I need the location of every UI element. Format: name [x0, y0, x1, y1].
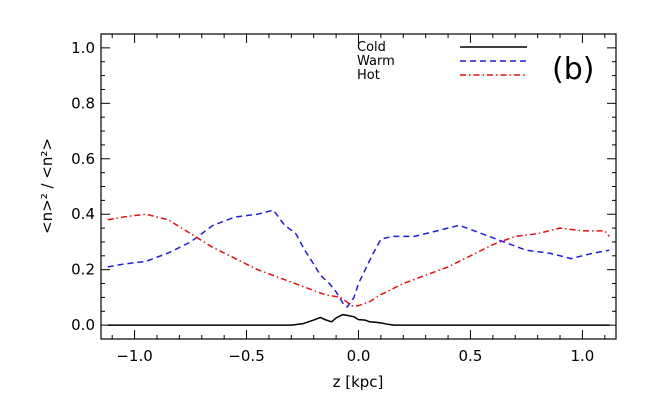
- y-tick-label: 1.0: [71, 39, 95, 57]
- series-cold-line: [107, 313, 610, 326]
- y-axis-label: <n>² / <n²>: [38, 138, 56, 234]
- x-tick-label: 0.5: [459, 347, 483, 365]
- axis-ticks: −1.0 −0.5 0.0 0.5 1.0 0.0 0.2 0.4 0.6 0.8 1.0: [71, 34, 616, 365]
- y-tick-label: 0.4: [71, 205, 95, 223]
- y-tick-label: 0.2: [71, 261, 95, 279]
- legend-label-hot: Hot: [357, 68, 380, 83]
- panel-label: (b): [552, 52, 594, 87]
- y-tick-label: 0.6: [71, 150, 95, 168]
- x-tick-label: −0.5: [228, 347, 264, 365]
- series-layer: [107, 209, 610, 326]
- legend-label-cold: Cold: [357, 40, 386, 55]
- x-tick-label: −1.0: [116, 347, 152, 365]
- x-tick-label: 1.0: [570, 347, 594, 365]
- legend-label-warm: Warm: [357, 54, 395, 69]
- series-hot-line: [107, 213, 610, 307]
- y-tick-label: 0.0: [71, 316, 95, 334]
- x-axis-label: z [kpc]: [333, 373, 384, 391]
- y-tick-label: 0.8: [71, 94, 95, 112]
- x-tick-label: 0.0: [347, 347, 371, 365]
- series-warm-line: [107, 209, 610, 308]
